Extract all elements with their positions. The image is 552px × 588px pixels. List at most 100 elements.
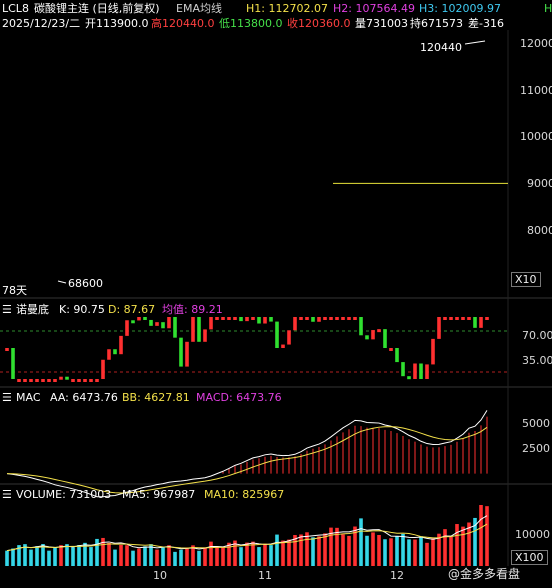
- volume-bar: [359, 518, 363, 566]
- volume-bar: [119, 545, 123, 566]
- volume-bar: [227, 542, 231, 566]
- osc-bar: [305, 317, 309, 320]
- osc-bar: [455, 317, 459, 320]
- osc-bar: [299, 317, 303, 320]
- osc-bar: [353, 317, 357, 320]
- volume-bar: [383, 539, 387, 566]
- volume-bar: [215, 547, 219, 566]
- time-tick-10: 10: [153, 569, 167, 582]
- volume-menu-icon[interactable]: ☰: [2, 488, 12, 501]
- volume-bar: [185, 547, 189, 566]
- osc-bar: [407, 376, 411, 380]
- volume-bar: [107, 542, 111, 566]
- osc-bar: [191, 317, 195, 342]
- volume-bar: [23, 544, 27, 566]
- ema-h3-value: H3: 102009.97: [419, 2, 501, 15]
- osc-bar: [425, 364, 429, 379]
- price-tick-12000: 12000: [520, 37, 552, 50]
- indicator-title[interactable]: EMA均线: [176, 2, 222, 15]
- volume-bar: [149, 544, 153, 566]
- volume-bar: [353, 526, 357, 566]
- watermark-text: @金多多看盘: [448, 567, 521, 581]
- osc-bar: [335, 317, 339, 320]
- macd-name[interactable]: MAC: [16, 391, 41, 404]
- volume-bar: [173, 551, 177, 566]
- osc-bar: [269, 317, 273, 322]
- macd-menu-icon[interactable]: ☰: [2, 391, 12, 404]
- volume-bar: [131, 550, 135, 566]
- osc-d-value: D: 87.67: [108, 303, 156, 316]
- volume-bar: [251, 541, 255, 566]
- volume-bar: [371, 532, 375, 566]
- osc-bar: [233, 317, 237, 320]
- volume-bar: [65, 544, 69, 566]
- osc-bar: [413, 363, 417, 379]
- volume-bar: [479, 505, 483, 566]
- osc-bar: [257, 317, 261, 324]
- volume-bar: [455, 524, 459, 566]
- osc-bar: [239, 317, 243, 322]
- osc-bar: [467, 317, 471, 320]
- osc-bar: [167, 317, 171, 329]
- macd-dea-line: [6, 426, 488, 494]
- osc-bar: [65, 376, 69, 380]
- osc-bar: [275, 321, 279, 348]
- osc-bar: [293, 317, 297, 331]
- price-tick-9000: 9000: [527, 177, 552, 190]
- volume-bar: [365, 535, 369, 566]
- main-zoom-button[interactable]: X10: [511, 272, 541, 287]
- osc-menu-icon[interactable]: ☰: [2, 303, 12, 316]
- volume-bar: [59, 545, 63, 566]
- osc-bar: [101, 359, 105, 379]
- volume-zoom-button[interactable]: X100: [511, 550, 548, 565]
- osc-bar: [35, 379, 39, 382]
- volume-bar: [95, 538, 99, 566]
- contract-name: 碳酸锂主连 (日线,前复权): [34, 2, 160, 15]
- volume-bar: [245, 542, 249, 566]
- volume-bar: [209, 541, 213, 566]
- volume-ma5-line: [6, 515, 488, 552]
- osc-name[interactable]: 诺曼底: [16, 303, 49, 316]
- osc-bar: [347, 317, 351, 320]
- time-tick-12: 12: [390, 569, 404, 582]
- osc-bar: [161, 322, 165, 329]
- volume-bar: [401, 533, 405, 566]
- macd-tick-2500: 2500: [522, 442, 550, 455]
- volume-bar: [179, 549, 183, 566]
- osc-bar: [203, 329, 207, 342]
- osc-bar: [137, 317, 141, 321]
- volume-bar: [275, 534, 279, 566]
- osc-bar: [119, 335, 123, 355]
- osc-bar: [179, 337, 183, 367]
- volume-bar: [47, 550, 51, 566]
- volume-bar: [53, 547, 57, 566]
- osc-bar: [143, 317, 147, 320]
- volume-bar: [17, 545, 21, 566]
- osc-bar: [251, 317, 255, 320]
- osc-bar: [473, 317, 477, 328]
- osc-bar: [173, 317, 177, 338]
- osc-bar: [419, 363, 423, 379]
- volume-bar: [29, 549, 33, 566]
- macd-bb-value: BB: 4627.81: [122, 391, 190, 404]
- volume-bar: [485, 506, 489, 566]
- osc-bar: [209, 317, 213, 330]
- volume-value[interactable]: VOLUME: 731003: [16, 488, 112, 501]
- osc-bar: [71, 379, 75, 382]
- volume-ma10-line: [6, 523, 488, 552]
- volume-bar: [77, 545, 81, 566]
- osc-bar: [479, 317, 483, 328]
- low-marker-label: 68600: [68, 277, 103, 290]
- volume-bar: [461, 526, 465, 566]
- volume-bar: [425, 542, 429, 566]
- volume-bar: [191, 545, 195, 566]
- osc-bar: [461, 317, 465, 320]
- osc-bar: [107, 349, 111, 360]
- volume-bar: [431, 538, 435, 566]
- osc-bar: [227, 317, 231, 320]
- macd-value: MACD: 6473.76: [196, 391, 282, 404]
- osc-bar: [23, 379, 27, 382]
- volume-bar: [203, 547, 207, 566]
